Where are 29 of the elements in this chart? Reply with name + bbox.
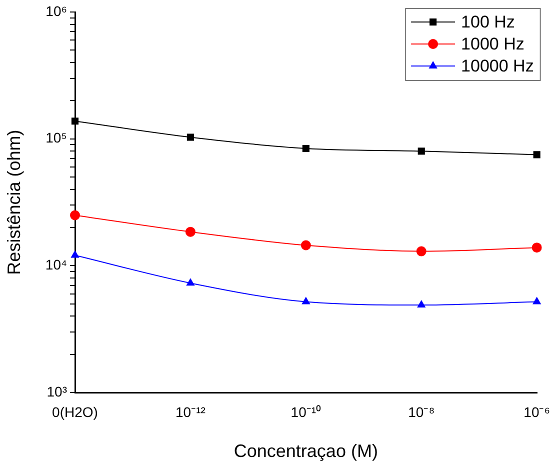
- x-tick-label: 10⁻⁶: [524, 404, 550, 420]
- point: [71, 118, 79, 125]
- point: [185, 226, 196, 237]
- point: [300, 240, 311, 250]
- point: [302, 296, 310, 304]
- y-tick-label: 10⁵: [46, 130, 67, 146]
- point: [532, 242, 542, 253]
- point: [70, 210, 80, 220]
- legend-label: 100 Hz: [461, 12, 515, 32]
- x-tick-label: 0(H2O): [52, 404, 98, 420]
- point: [416, 246, 426, 256]
- y-tick-label: 10⁴: [45, 256, 67, 273]
- point: [186, 134, 194, 141]
- x-axis-title: Concentraçao (M): [234, 441, 378, 462]
- point: [418, 148, 425, 155]
- point: [533, 151, 540, 158]
- point: [186, 278, 195, 286]
- x-tick-label: 10⁻⁸: [408, 404, 435, 420]
- x-tick-label: 10⁻¹⁰: [290, 404, 322, 420]
- y-tick-label: 10⁶: [46, 2, 67, 19]
- x-tick-label: 10⁻¹²: [176, 404, 206, 420]
- legend-label: 10000 Hz: [461, 56, 534, 76]
- y-axis-title: Resistência (ohm): [4, 130, 24, 275]
- point: [70, 250, 80, 258]
- y-tick-label: 10³: [46, 383, 68, 400]
- legend-label: 1000 Hz: [461, 34, 524, 54]
- point: [302, 144, 310, 152]
- point: [417, 300, 426, 308]
- point: [532, 296, 542, 304]
